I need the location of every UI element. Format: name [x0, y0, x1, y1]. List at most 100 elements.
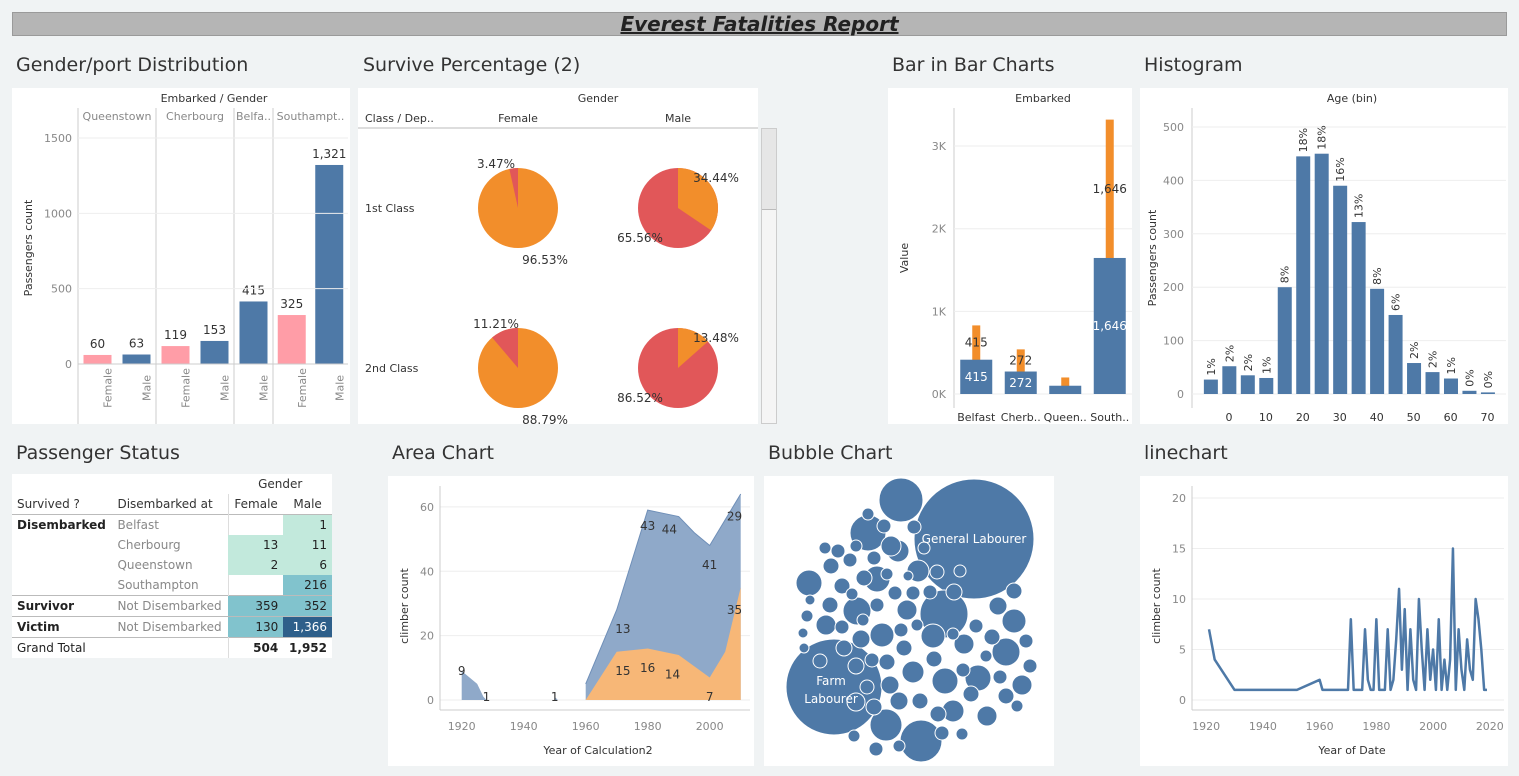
- hist-bar: [1240, 375, 1255, 394]
- pie-col-label: Male: [665, 112, 691, 125]
- hist-bar: [1333, 185, 1348, 394]
- bubble-circle: [835, 639, 853, 657]
- table-row: Cherbourg 13 11: [12, 535, 332, 555]
- bar-in-bar-chart: Embarked 0K 1K 2K 3K Value 415 415 Belfast 272 272…: [898, 92, 1132, 424]
- pie-row-label: 1st Class: [365, 202, 415, 215]
- pie-row-header: Class / Dep..: [365, 112, 434, 125]
- hist-bar: [1370, 288, 1385, 394]
- line-panel: 0 5 10 15 20 1920 1940 1960 1980 2000 2020 Year of …: [1140, 476, 1508, 766]
- bubble-circle: [833, 577, 851, 595]
- hist-ytick: 400: [1163, 174, 1184, 187]
- hist-bar-label: 6%: [1390, 294, 1403, 311]
- survive-scrollbar[interactable]: [761, 128, 777, 424]
- bubble-circle: [955, 727, 969, 741]
- bib-category-label: Belfast: [957, 411, 996, 424]
- bubble-circle: [845, 587, 859, 601]
- gender-port-title: Gender/port Distribution: [16, 54, 249, 76]
- bubble-circle: [895, 639, 913, 657]
- bubble-label: Labourer: [804, 692, 858, 706]
- table-row: Survivor Not Disembarked 359 352: [12, 595, 332, 617]
- hist-bar: [1259, 377, 1274, 394]
- gp-ytick: 0: [65, 358, 72, 371]
- line-xtick: 1920: [1192, 720, 1220, 733]
- bubble-circle: [876, 518, 892, 534]
- bubble-circle: [896, 599, 918, 621]
- pie-large-label: 65.56%: [617, 231, 663, 245]
- gp-bar: [83, 354, 112, 364]
- hist-bar: [1388, 314, 1403, 394]
- status-col-male: Male: [293, 497, 322, 511]
- area-label: 35: [727, 603, 742, 617]
- area-blue-region: [461, 671, 487, 700]
- line-ylabel: climber count: [1150, 567, 1163, 643]
- bib-category-label: South..: [1090, 411, 1129, 424]
- bubble-circle: [929, 564, 945, 580]
- gp-port-label: Queenstown: [83, 110, 152, 123]
- line-xtick: 1940: [1249, 720, 1277, 733]
- bubble-circle: [798, 642, 810, 654]
- hist-ytick: 200: [1163, 281, 1184, 294]
- bubble-circle: [847, 657, 865, 675]
- hist-header: Age (bin): [1327, 92, 1377, 105]
- bubble-circle: [804, 594, 816, 606]
- gp-bar-label: 415: [242, 283, 265, 297]
- area-title: Area Chart: [392, 442, 494, 464]
- hist-bar: [1462, 390, 1477, 394]
- bib-inner-bar: [1093, 257, 1126, 394]
- bubble-circle: [864, 652, 880, 668]
- area-label: 16: [640, 661, 655, 675]
- bubble-circle: [830, 543, 846, 559]
- bubble-circle: [976, 705, 998, 727]
- gp-gender-label: Male: [333, 375, 346, 401]
- bubble-circle: [953, 633, 975, 655]
- bubble-circle: [878, 477, 924, 523]
- line-xtick: 2020: [1476, 720, 1504, 733]
- gp-bar-label: 60: [90, 337, 105, 351]
- line-ytick: 20: [1172, 492, 1186, 505]
- hist-bar-label: 0%: [1463, 369, 1476, 386]
- bubble-circle: [962, 685, 980, 703]
- status-col-female: Female: [227, 494, 284, 515]
- gp-port-label: Cherbourg: [166, 110, 224, 123]
- line-title: linechart: [1144, 442, 1228, 464]
- bubble-circle: [905, 585, 921, 601]
- gp-bar: [200, 340, 229, 364]
- gp-gender-label: Female: [102, 368, 115, 408]
- bubble-circle: [946, 627, 960, 641]
- bubble-circle: [815, 614, 837, 636]
- bubble-circle: [1022, 658, 1038, 674]
- area-xlabel: Year of Calculation2: [542, 744, 652, 757]
- survive-title: Survive Percentage (2): [363, 54, 581, 76]
- bubble-circle: [821, 596, 839, 614]
- gp-port-label: Southampt..: [277, 110, 345, 123]
- pie-small-slice: [492, 328, 518, 368]
- gp-gender-label: Male: [141, 375, 154, 401]
- bubble-circle: [991, 637, 1021, 667]
- gp-bar: [122, 354, 151, 364]
- bib-inner-bar: [960, 359, 993, 394]
- bib-ytick: 3K: [932, 140, 947, 153]
- hist-bar: [1203, 379, 1218, 394]
- survive-scroll-thumb[interactable]: [762, 129, 776, 210]
- hist-xtick: 40: [1370, 411, 1384, 424]
- bubble-circle: [917, 541, 931, 555]
- bubble-circle: [983, 628, 1001, 646]
- gp-gender-label: Male: [258, 375, 271, 401]
- hist-bar-label: 2%: [1223, 345, 1236, 362]
- bubble-circle: [920, 623, 946, 649]
- bubble-circle: [822, 557, 840, 575]
- area-xtick: 1920: [448, 720, 476, 733]
- area-xtick: 2000: [696, 720, 724, 733]
- bubble-circle: [901, 660, 925, 684]
- hist-bar: [1480, 392, 1495, 394]
- pie-small-label: 13.48%: [693, 331, 739, 345]
- bubble-circle: [934, 725, 950, 741]
- hist-xtick: 10: [1259, 411, 1273, 424]
- gp-ytick: 1000: [44, 207, 72, 220]
- hist-ylabel: Passengers count: [1146, 209, 1159, 306]
- pie-small-label: 11.21%: [473, 317, 519, 331]
- line-series: [1207, 547, 1487, 692]
- bubble-circle: [997, 687, 1015, 705]
- table-row: Grand Total 504 1,952: [12, 637, 332, 658]
- bubble-circle: [869, 597, 885, 613]
